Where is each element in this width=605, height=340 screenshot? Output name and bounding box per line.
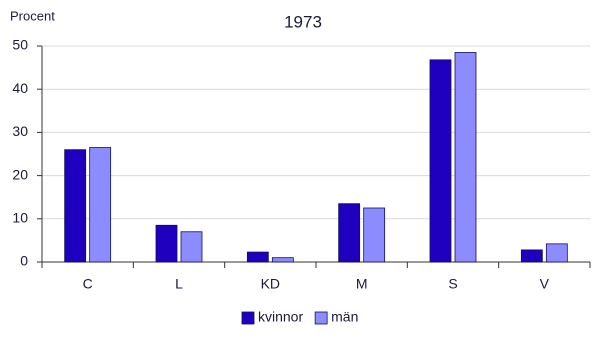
x-tick-label: C <box>83 276 93 292</box>
bar <box>454 52 477 263</box>
y-axis-label: Procent <box>10 8 55 23</box>
x-tick-label: KD <box>261 276 280 292</box>
legend-label: kvinnor <box>258 309 303 325</box>
bar <box>545 243 568 263</box>
x-tick-label: V <box>540 276 550 292</box>
y-tick-label: 20 <box>12 166 28 182</box>
bar <box>363 207 386 263</box>
y-tick-label: 30 <box>12 123 28 139</box>
legend-swatch <box>241 311 255 325</box>
y-tick-label: 10 <box>12 210 28 226</box>
legend-label: män <box>331 309 358 325</box>
y-tick-label: 0 <box>20 253 28 269</box>
bar <box>429 59 452 263</box>
x-tick-label: L <box>175 276 183 292</box>
x-tick-label: M <box>356 276 368 292</box>
bar <box>89 147 112 263</box>
bar <box>271 257 294 263</box>
bar <box>180 231 203 263</box>
bar <box>246 251 269 263</box>
bar <box>155 224 178 263</box>
bar <box>64 149 87 263</box>
chart-title: 1973 <box>284 12 322 31</box>
y-tick-label: 50 <box>12 37 28 53</box>
x-tick-label: S <box>448 276 457 292</box>
bar <box>338 203 361 263</box>
bar <box>520 249 543 263</box>
y-tick-label: 40 <box>12 80 28 96</box>
legend-swatch <box>314 311 328 325</box>
